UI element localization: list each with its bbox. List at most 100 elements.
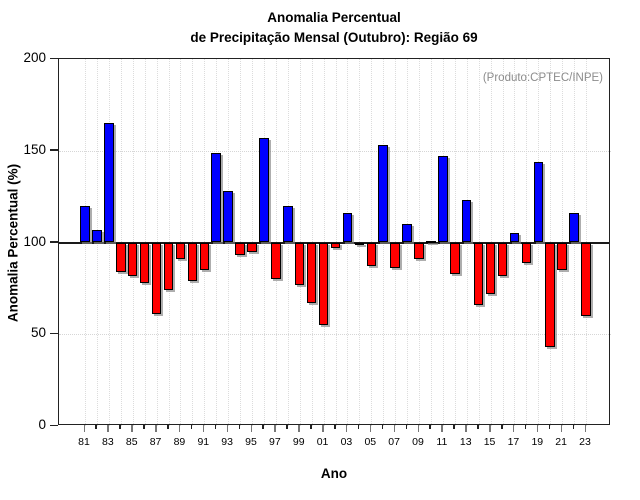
x-tick-mark [107, 425, 109, 432]
y-tick-mark [50, 149, 58, 151]
bar-14 [473, 242, 484, 305]
bar-98 [283, 205, 293, 243]
x-tick-mark [477, 425, 479, 429]
x-tick-mark [178, 425, 181, 432]
x-tick-label: 81 [78, 436, 90, 448]
y-tick-label: 200 [23, 50, 46, 65]
y-tick-mark [50, 57, 58, 59]
bar-85 [127, 242, 138, 276]
bar-93 [223, 191, 233, 243]
bar-95 [247, 242, 257, 252]
x-tick-mark [572, 425, 575, 429]
bar-23 [581, 242, 591, 316]
x-tick-label: 91 [197, 436, 210, 448]
x-tick-mark [143, 425, 145, 429]
x-tick-label: 95 [245, 436, 257, 448]
bar-19 [533, 161, 544, 243]
x-tick-label: 17 [507, 436, 520, 448]
bar-06 [378, 145, 388, 243]
bar-10 [426, 240, 436, 243]
horizontal-gridline [59, 150, 611, 152]
bar-20 [545, 242, 555, 348]
x-tick-mark [369, 425, 372, 432]
bar-88 [163, 242, 174, 291]
bar-22 [569, 213, 579, 243]
x-tick-label: 97 [269, 436, 281, 448]
bar-91 [199, 242, 210, 271]
x-tick-mark [465, 425, 467, 432]
x-tick-label: 21 [555, 436, 567, 448]
x-tick-mark [310, 425, 312, 429]
x-tick-mark [453, 425, 455, 429]
x-tick-mark [83, 425, 85, 432]
bar-90 [187, 242, 198, 282]
bar-03 [342, 213, 353, 243]
x-tick-mark [190, 425, 193, 429]
bar-00 [306, 242, 317, 304]
x-tick-mark [155, 425, 157, 432]
x-tick-mark [95, 425, 97, 429]
chart-title: Anomalia Percentual de Precipitação Mens… [58, 8, 610, 47]
x-tick-label: 19 [531, 436, 544, 448]
x-tick-mark [512, 425, 515, 432]
bar-09 [414, 242, 424, 259]
x-tick-mark [119, 425, 121, 429]
bar-82 [92, 229, 102, 243]
bar-87 [151, 242, 162, 315]
x-tick-mark [393, 425, 396, 432]
x-tick-label: 23 [579, 436, 591, 448]
x-tick-label: 09 [412, 436, 424, 448]
plot-area: (Produto:CPTEC/INPE) [58, 58, 611, 426]
x-tick-label: 11 [436, 436, 448, 448]
x-tick-mark [405, 425, 408, 429]
x-axis-title: Ano [320, 466, 348, 481]
bar-94 [235, 242, 245, 256]
x-tick-mark [334, 425, 336, 429]
bar-15 [485, 242, 496, 294]
horizontal-gridline [59, 334, 611, 336]
producer-annotation: (Produto:CPTEC/INPE) [482, 72, 603, 84]
x-tick-mark [286, 425, 288, 429]
x-tick-mark [345, 425, 348, 432]
x-tick-label: 05 [364, 436, 377, 448]
x-tick-mark [548, 425, 551, 429]
y-tick-mark [50, 424, 58, 426]
bar-04 [354, 242, 365, 245]
chart-title-line2: de Precipitação Mensal (Outubro): Região… [190, 29, 478, 45]
x-tick-mark [262, 425, 264, 429]
bar-86 [139, 242, 150, 283]
x-tick-mark [429, 425, 431, 429]
bar-99 [294, 242, 305, 285]
y-tick-mark [50, 241, 58, 243]
bar-08 [402, 224, 412, 243]
bar-92 [211, 152, 221, 243]
bar-16 [497, 242, 508, 276]
x-tick-mark [357, 425, 360, 429]
x-tick-mark [441, 425, 443, 432]
x-tick-mark [131, 425, 133, 432]
x-tick-label: 13 [459, 436, 472, 448]
bar-83 [104, 123, 114, 243]
x-tick-mark [274, 425, 276, 432]
x-tick-label: 01 [316, 436, 329, 448]
x-tick-label: 07 [388, 436, 400, 448]
bar-07 [390, 242, 400, 269]
x-tick-mark [226, 425, 229, 432]
x-tick-mark [536, 425, 539, 432]
x-tick-label: 87 [149, 436, 162, 448]
x-tick-label: 99 [292, 436, 305, 448]
x-tick-mark [524, 425, 527, 429]
x-tick-mark [202, 425, 205, 432]
bar-12 [450, 242, 460, 274]
bar-96 [259, 137, 269, 243]
bar-21 [557, 242, 567, 271]
bar-97 [271, 242, 281, 280]
x-tick-label: 03 [340, 436, 353, 448]
bar-18 [521, 242, 532, 263]
x-tick-mark [167, 425, 169, 429]
bar-05 [366, 242, 377, 267]
y-tick-label: 150 [23, 141, 46, 157]
x-tick-mark [417, 425, 419, 432]
plot-inner [59, 59, 611, 426]
